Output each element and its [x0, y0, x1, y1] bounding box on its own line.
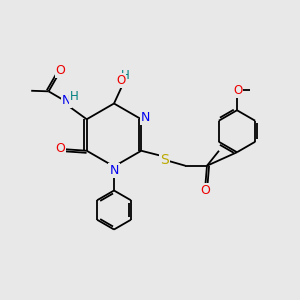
Text: O: O: [200, 184, 210, 197]
Text: N: N: [62, 94, 71, 107]
Text: H: H: [121, 69, 130, 82]
Text: S: S: [160, 153, 169, 167]
Text: O: O: [116, 74, 125, 87]
Text: O: O: [233, 84, 242, 97]
Text: N: N: [109, 164, 119, 177]
Text: O: O: [56, 64, 66, 77]
Text: O: O: [55, 142, 65, 155]
Text: N: N: [141, 111, 151, 124]
Text: H: H: [70, 90, 79, 103]
